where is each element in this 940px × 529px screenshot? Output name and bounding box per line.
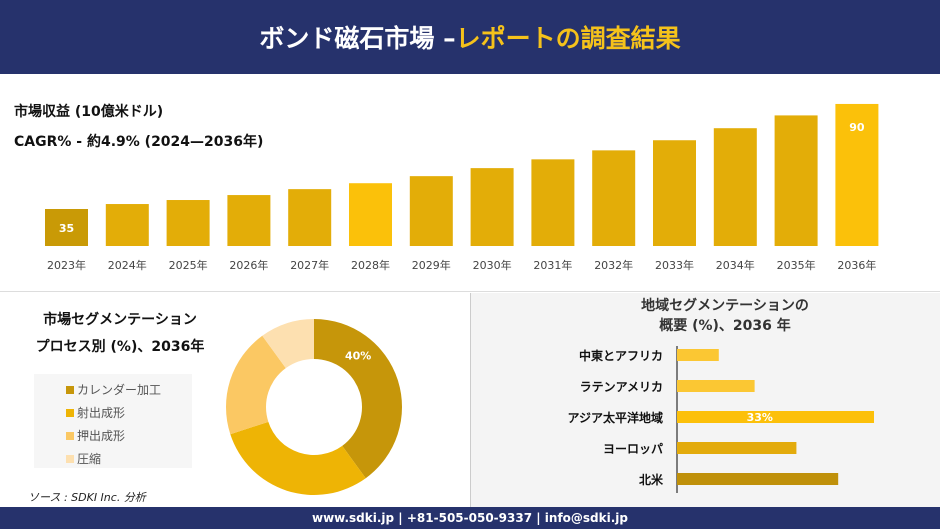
year-label: 2030年 xyxy=(473,258,512,272)
region-label: 北米 xyxy=(639,472,664,487)
regional-panel xyxy=(470,293,940,507)
year-label: 2029年 xyxy=(412,258,451,272)
revenue-bar xyxy=(774,115,818,246)
legend-item: 射出成形 xyxy=(66,401,192,424)
revenue-bar xyxy=(835,103,879,246)
year-label: 2035年 xyxy=(777,258,816,272)
year-label: 2025年 xyxy=(169,258,208,272)
donut-slice xyxy=(230,421,366,495)
year-label: 2026年 xyxy=(229,258,268,272)
region-label: 中東とアフリカ xyxy=(579,348,663,363)
revenue-bar xyxy=(653,140,696,246)
revenue-bar xyxy=(166,200,210,246)
year-label: 2031年 xyxy=(533,258,572,272)
seg-title-2: プロセス別 (%)、2036年 xyxy=(35,339,205,355)
legend-item: 圧縮 xyxy=(66,447,192,470)
year-label: 2036年 xyxy=(837,258,876,272)
legend-label: 射出成形 xyxy=(77,406,126,420)
legend-item: 押出成形 xyxy=(66,424,192,447)
region-title-2: 概要 (%)、2036 年 xyxy=(659,318,791,334)
year-label: 2023年 xyxy=(47,258,86,272)
region-label: アジア太平洋地域 xyxy=(567,410,663,425)
legend-swatch xyxy=(66,385,74,394)
region-value-label: 33% xyxy=(747,411,773,424)
legend-swatch xyxy=(66,454,74,463)
donut-slice xyxy=(226,335,286,435)
region-label: ヨーロッパ xyxy=(603,442,663,456)
legend-swatch xyxy=(66,431,74,440)
region-bar xyxy=(677,473,839,485)
cagr-label: CAGR% - 約4.9% (2024—2036年) xyxy=(14,134,264,150)
donut-slice xyxy=(314,319,402,479)
revenue-label: 市場収益 (10億米ドル) xyxy=(14,104,164,120)
donut-legend: カレンダー加工 射出成形押出成形圧縮 xyxy=(34,374,192,468)
region-bar xyxy=(677,411,875,423)
revenue-bar xyxy=(470,168,514,246)
slice-value-label: 40% xyxy=(345,349,371,362)
revenue-bar xyxy=(531,159,575,246)
year-label: 2027年 xyxy=(290,258,329,272)
region-bar xyxy=(677,380,755,392)
source-note: ソース : SDKI Inc. 分析 xyxy=(28,491,146,504)
year-label: 2034年 xyxy=(716,258,755,272)
title-accent: レポートの調査結果 xyxy=(455,24,681,53)
bar-value-label: 35 xyxy=(59,222,74,235)
revenue-bar xyxy=(227,195,271,246)
donut-slice xyxy=(262,319,314,369)
year-label: 2028年 xyxy=(351,258,390,272)
seg-title-1: 市場セグメンテーション xyxy=(43,312,197,328)
revenue-bar xyxy=(409,176,453,246)
region-bar xyxy=(677,442,797,454)
region-label: ラテンアメリカ xyxy=(580,380,663,394)
region-bar xyxy=(677,349,719,361)
legend-item: カレンダー加工 xyxy=(66,378,192,401)
bar-value-label: 90 xyxy=(849,121,865,134)
report-header: ボンド磁石市場 – レポートの調査結果 xyxy=(0,0,940,74)
revenue-bar xyxy=(105,204,149,246)
legend-label: 押出成形 xyxy=(77,429,126,443)
year-label: 2024年 xyxy=(108,258,147,272)
legend-label: 圧縮 xyxy=(77,452,102,466)
revenue-bar xyxy=(288,189,332,246)
footer-contact: www.sdki.jp | +81-505-050-9337 | info@sd… xyxy=(0,507,940,529)
revenue-bar xyxy=(45,209,88,246)
year-label: 2032年 xyxy=(594,258,633,272)
title-main: ボンド磁石市場 – xyxy=(259,24,456,53)
revenue-bar xyxy=(592,150,636,246)
region-title-1: 地域セグメンテーションの xyxy=(641,298,809,314)
legend-label: カレンダー加工 xyxy=(77,383,162,397)
revenue-bar xyxy=(349,183,392,246)
legend-swatch xyxy=(66,408,74,417)
year-label: 2033年 xyxy=(655,258,694,272)
process-donut-chart: 40% xyxy=(226,319,402,495)
revenue-bar xyxy=(713,128,757,246)
revenue-bar-chart: 2023年 35 2024年 2025年 2026年 2027年 2028年 2029年 203… xyxy=(45,103,879,272)
